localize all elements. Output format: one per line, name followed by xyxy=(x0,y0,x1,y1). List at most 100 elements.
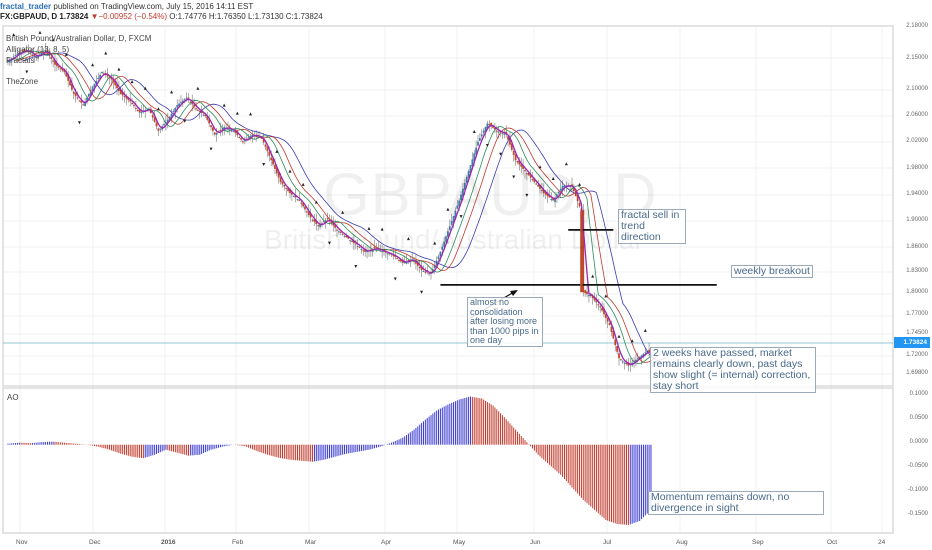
ohlc-values: O:1.74776 H:1.76350 L:1.73130 C:1.73824 xyxy=(169,12,323,21)
price-pane-border xyxy=(2,25,894,387)
candle-body xyxy=(499,131,502,133)
candle-body xyxy=(398,259,400,261)
candle-body xyxy=(52,60,55,62)
candle-body xyxy=(112,78,115,83)
time-label: Nov xyxy=(16,539,28,546)
price-tick: 2.02000 xyxy=(906,138,928,144)
fractal-up-marker xyxy=(170,90,174,94)
candle-body xyxy=(35,57,38,59)
fractal-up-marker xyxy=(472,129,476,133)
candle-body xyxy=(356,246,359,248)
candle-body xyxy=(407,259,410,261)
fractal-up-marker xyxy=(64,52,68,56)
candle-body xyxy=(403,262,406,264)
fractal-down-marker xyxy=(183,119,187,123)
alligator-lips-line xyxy=(13,51,657,364)
candle-body xyxy=(435,260,438,266)
candle-body xyxy=(490,122,493,127)
candle-body xyxy=(125,96,128,99)
fractal-up-marker xyxy=(446,207,450,211)
price-tick: 1.83000 xyxy=(906,268,928,274)
candle-body xyxy=(322,221,325,223)
indicator-fractals[interactable]: Fractals xyxy=(6,56,35,65)
candle-body xyxy=(7,61,9,63)
fractal-up-marker xyxy=(222,103,226,107)
author-link[interactable]: fractal_trader xyxy=(0,2,52,11)
candle-body xyxy=(422,270,425,272)
candle-body xyxy=(646,350,649,353)
fractal-up-marker xyxy=(341,210,345,214)
candle-body xyxy=(337,231,340,233)
candle-body xyxy=(118,87,120,92)
candle-body xyxy=(578,202,581,207)
candle-body xyxy=(349,240,352,242)
fractal-down-marker xyxy=(459,215,463,219)
candle-body xyxy=(183,99,186,101)
fractal-down-marker xyxy=(512,175,516,179)
candle-body xyxy=(8,59,11,63)
candle-body xyxy=(495,130,498,132)
candle-body xyxy=(501,132,504,134)
note-momentum: Momentum remains down, no divergence in … xyxy=(648,491,824,515)
candle-body xyxy=(319,224,321,228)
candle-body xyxy=(503,133,506,135)
fractal-up-marker xyxy=(196,86,200,90)
candle-body xyxy=(552,197,555,201)
candle-body xyxy=(351,240,353,242)
candle-body xyxy=(140,111,143,114)
candle-body xyxy=(512,151,515,155)
candle-body xyxy=(176,105,179,108)
candle-body xyxy=(431,269,434,273)
candle-body xyxy=(381,251,384,253)
price-tick: 1.80000 xyxy=(906,289,928,295)
candle-body xyxy=(16,53,19,56)
candle-body xyxy=(360,248,363,250)
candle-body xyxy=(185,97,188,99)
candle-body xyxy=(541,190,543,192)
candle-body xyxy=(428,273,431,275)
candle-body xyxy=(482,130,485,133)
candle-body xyxy=(71,83,73,90)
candle-body xyxy=(373,246,376,249)
note-no-consolidation: almost no consolidation after losing mor… xyxy=(467,297,543,347)
candle-body xyxy=(416,262,419,266)
fractal-up-marker xyxy=(604,294,608,298)
indicator-alligator[interactable]: Alligator (13, 8, 5) xyxy=(6,45,70,54)
candle-body xyxy=(202,114,205,116)
time-label: Dec xyxy=(89,539,101,546)
time-label: 24 xyxy=(878,539,886,546)
candle-body xyxy=(251,134,254,137)
price-tick: 1.94000 xyxy=(906,191,928,197)
candle-body xyxy=(379,250,382,252)
candle-body xyxy=(127,97,130,100)
candle-body xyxy=(283,184,286,187)
candle-body xyxy=(531,179,534,181)
candle-body xyxy=(97,77,100,79)
candle-body xyxy=(119,89,122,95)
candle-body xyxy=(353,241,355,244)
candle-body xyxy=(65,71,68,77)
price-average-line xyxy=(7,50,652,365)
candle-body xyxy=(281,181,284,185)
current-price-badge xyxy=(894,337,930,348)
candle-body xyxy=(561,185,564,191)
candle-body xyxy=(445,236,447,242)
candle-body xyxy=(635,359,637,362)
candle-body xyxy=(221,128,224,130)
symbol-label[interactable]: FX:GBPAUD, D xyxy=(0,12,58,21)
candle-body xyxy=(155,122,158,127)
candle-body xyxy=(608,322,611,326)
candle-body xyxy=(289,188,291,194)
candle-body xyxy=(586,291,588,295)
candle-body xyxy=(138,109,141,113)
candle-body xyxy=(537,185,540,187)
candle-body xyxy=(460,194,462,201)
candle-body xyxy=(279,177,282,183)
fractal-up-marker xyxy=(564,162,568,166)
indicator-thezone[interactable]: TheZone xyxy=(6,77,39,86)
candle-body xyxy=(527,172,530,176)
fractal-up-marker xyxy=(130,80,134,84)
breakout-candle xyxy=(580,211,583,293)
candle-body xyxy=(597,304,600,306)
candle-body xyxy=(392,255,395,257)
